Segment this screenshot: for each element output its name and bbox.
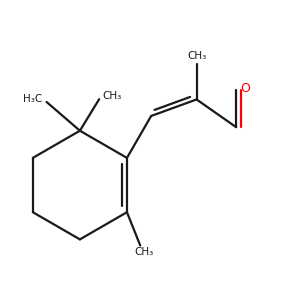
Text: CH₃: CH₃ [135, 247, 154, 257]
Text: CH₃: CH₃ [187, 51, 206, 61]
Text: H₃C: H₃C [23, 94, 42, 104]
Text: O: O [240, 82, 250, 95]
Text: CH₃: CH₃ [102, 92, 121, 101]
